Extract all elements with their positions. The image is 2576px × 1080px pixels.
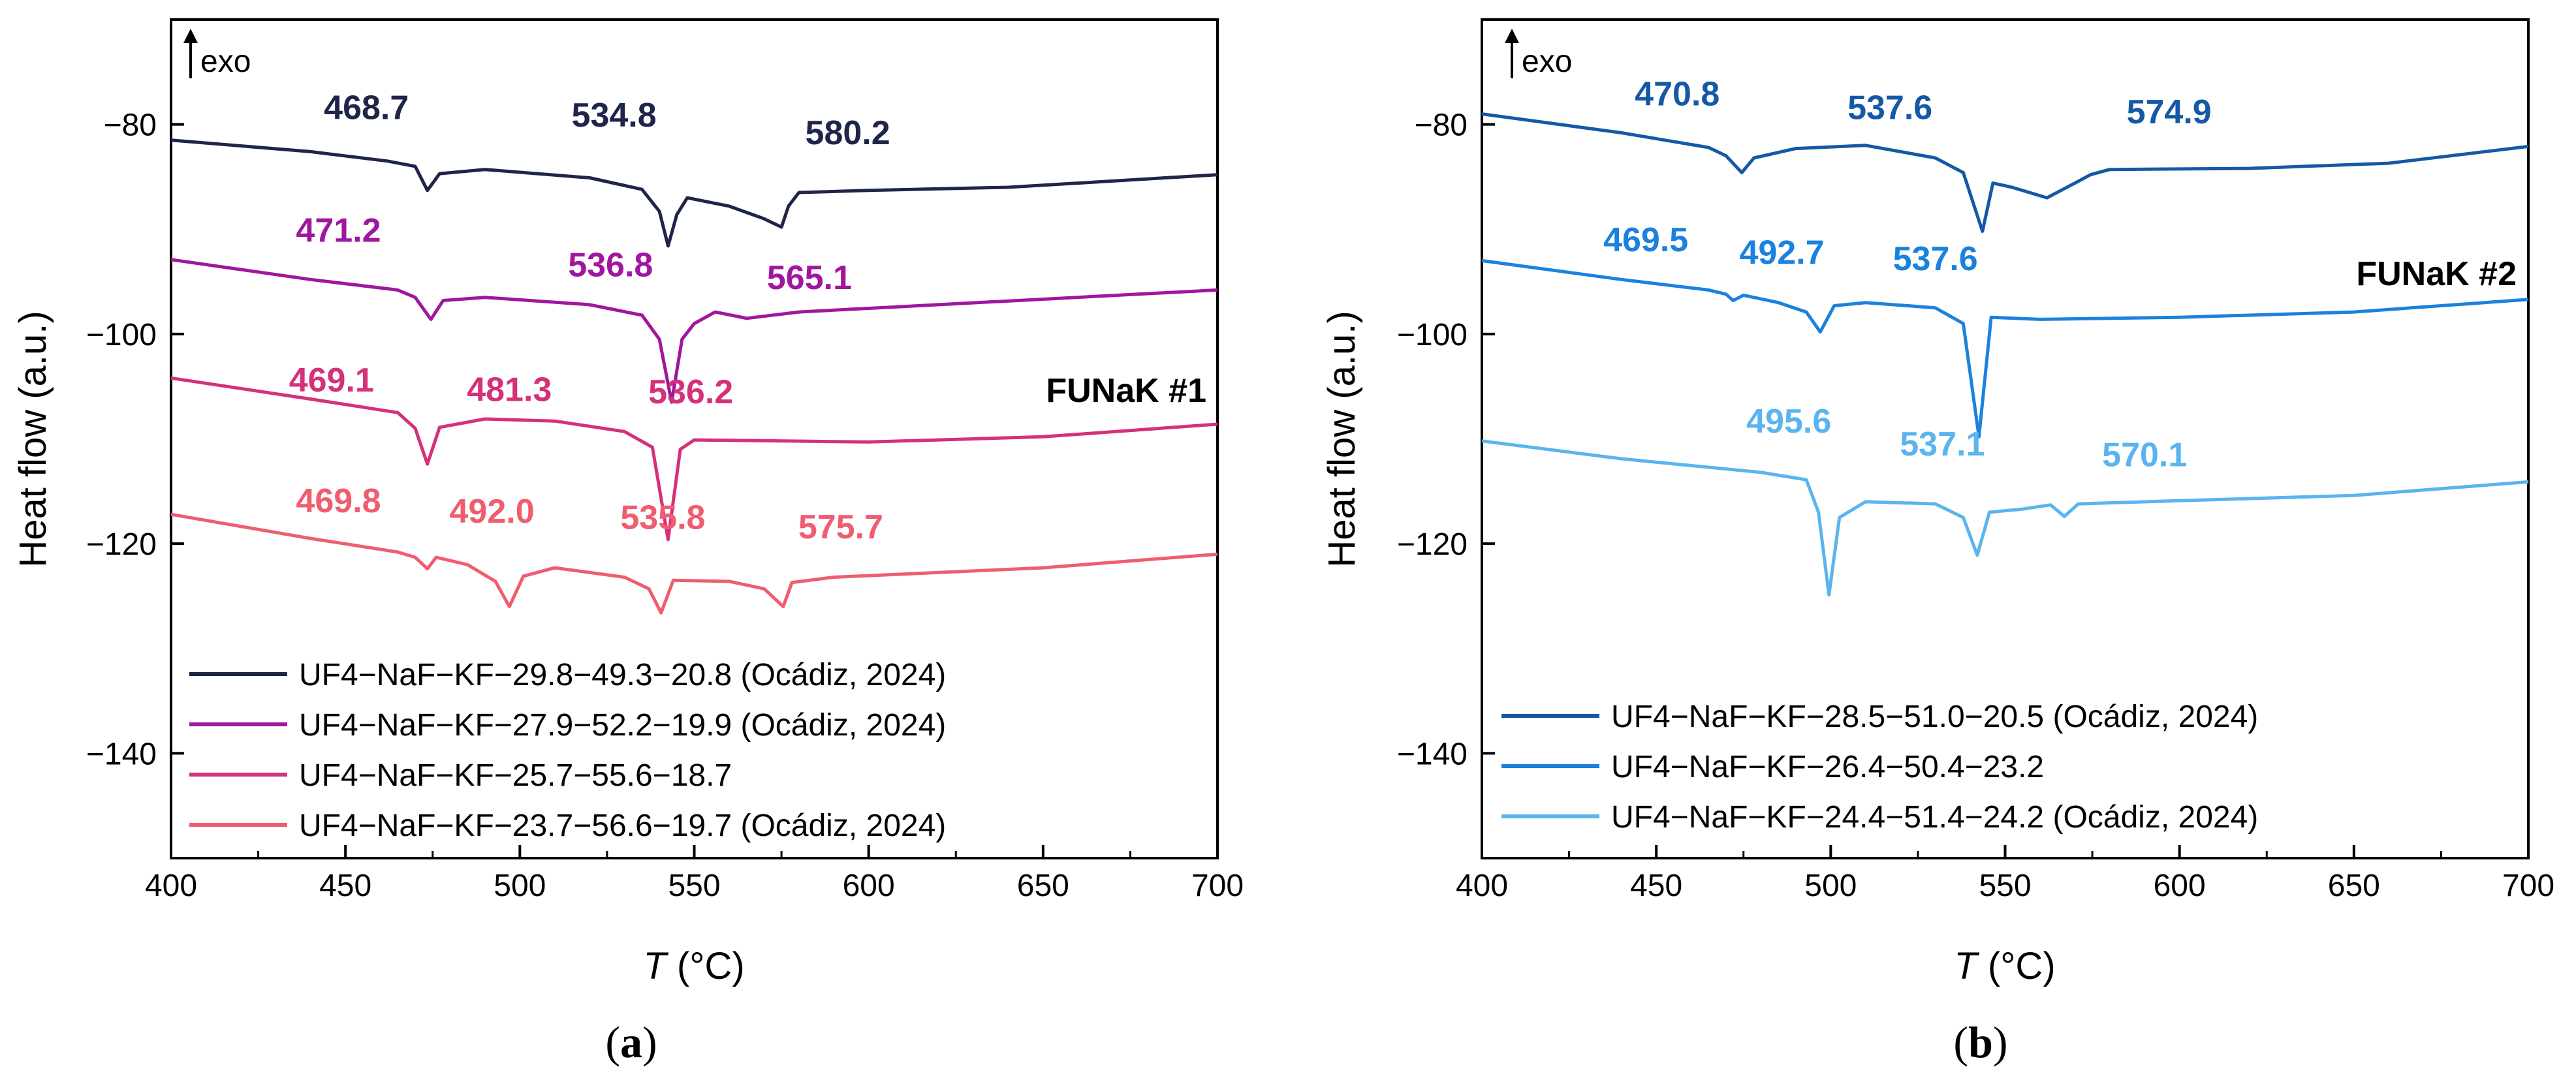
x-axis-title: T (°C) bbox=[1954, 945, 2055, 987]
peak-label: 575.7 bbox=[798, 508, 883, 546]
series-line bbox=[1481, 258, 2529, 439]
y-tick-label: −80 bbox=[104, 108, 157, 143]
peak-label: 534.8 bbox=[572, 97, 657, 134]
x-tick-label: 450 bbox=[1630, 869, 1682, 903]
x-tick-label: 600 bbox=[843, 869, 895, 903]
panel-caption: (b) bbox=[1953, 1017, 2007, 1067]
annotation-label: FUNaK #2 bbox=[2356, 255, 2517, 293]
annotation-label: FUNaK #1 bbox=[1046, 372, 1206, 410]
exo-label: exo bbox=[200, 44, 251, 79]
exo-arrowhead-icon bbox=[183, 29, 198, 43]
x-tick-label: 650 bbox=[2328, 869, 2380, 903]
peak-label: 570.1 bbox=[2102, 436, 2187, 474]
series-line bbox=[170, 512, 1218, 615]
peak-label: 537.6 bbox=[1893, 240, 1978, 278]
exo-indicator: exo bbox=[1505, 29, 1572, 79]
series-line bbox=[170, 376, 1218, 542]
panel-b: 470.8 537.6 574.9 469.5 492.7 537.6 495.6 537.1… bbox=[1321, 18, 2554, 1067]
x-tick-label: 650 bbox=[1017, 869, 1069, 903]
y-tick-label: −120 bbox=[86, 527, 157, 562]
peak-label: 536.2 bbox=[648, 373, 733, 411]
series-layer: 470.8 537.6 574.9 469.5 492.7 537.6 495.6 537.1… bbox=[1481, 76, 2529, 597]
series-line bbox=[170, 258, 1218, 404]
exo-arrowhead-icon bbox=[1505, 29, 1519, 43]
peak-label: 469.1 bbox=[289, 362, 374, 399]
legend-label: UF4−NaF−KF−28.5−51.0−20.5 (Ocádiz, 2024) bbox=[1611, 700, 2258, 734]
peak-label: 469.5 bbox=[1603, 221, 1688, 259]
legend-label: UF4−NaF−KF−24.4−51.4−24.2 (Ocádiz, 2024) bbox=[1611, 800, 2258, 835]
peak-label: 469.8 bbox=[296, 482, 381, 520]
y-tick-label: −120 bbox=[1397, 527, 1468, 562]
peak-label: 471.2 bbox=[296, 212, 381, 250]
series-layer: 468.7 534.8 580.2 471.2 536.8 565.1 469.1 481.3… bbox=[170, 89, 1218, 615]
peak-label: 470.8 bbox=[1635, 76, 1720, 114]
ticks-layer: 400 450 500 550 600 650 700 −80 −100 −120 −140 bbox=[1397, 108, 2554, 903]
x-tick-label: 550 bbox=[668, 869, 720, 903]
panel-caption: (a) bbox=[605, 1017, 657, 1067]
y-tick-label: −100 bbox=[86, 318, 157, 352]
x-axis-title: T (°C) bbox=[643, 945, 744, 987]
panel-caption-letter: b bbox=[1968, 1017, 1993, 1067]
panel-caption-letter: a bbox=[620, 1017, 642, 1067]
legend-label: UF4−NaF−KF−27.9−52.2−19.9 (Ocádiz, 2024) bbox=[299, 708, 946, 743]
legend-label: UF4−NaF−KF−26.4−50.4−23.2 bbox=[1611, 750, 2044, 784]
x-tick-label: 550 bbox=[1979, 869, 2031, 903]
peak-label: 574.9 bbox=[2127, 93, 2212, 131]
x-axis-unit: (°C) bbox=[1988, 945, 2056, 987]
legend-label: UF4−NaF−KF−25.7−55.6−18.7 bbox=[299, 758, 732, 793]
exo-label: exo bbox=[1522, 44, 1572, 79]
x-tick-label: 600 bbox=[2154, 869, 2206, 903]
x-tick-label: 500 bbox=[494, 869, 546, 903]
x-tick-label: 400 bbox=[145, 869, 197, 903]
series-line bbox=[170, 138, 1218, 248]
panel-a: 468.7 534.8 580.2 471.2 536.8 565.1 469.1 481.3… bbox=[12, 18, 1244, 1067]
peak-label: 535.8 bbox=[620, 499, 705, 537]
exo-indicator: exo bbox=[183, 29, 251, 79]
peak-label: 468.7 bbox=[324, 89, 409, 127]
peak-label: 495.6 bbox=[1746, 403, 1831, 440]
legend-label: UF4−NaF−KF−23.7−56.6−19.7 (Ocádiz, 2024) bbox=[299, 809, 946, 843]
peak-label: 481.3 bbox=[467, 371, 552, 409]
x-tick-label: 700 bbox=[1191, 869, 1244, 903]
y-tick-label: −100 bbox=[1397, 318, 1468, 352]
peak-label: 537.6 bbox=[1847, 89, 1932, 127]
peak-label: 565.1 bbox=[767, 259, 852, 297]
series-line bbox=[1481, 112, 2529, 233]
x-tick-label: 450 bbox=[319, 869, 371, 903]
y-tick-label: −140 bbox=[1397, 737, 1468, 771]
peak-label: 492.0 bbox=[450, 493, 535, 531]
x-axis-symbol: T bbox=[1954, 945, 1979, 987]
series-line bbox=[1481, 439, 2529, 597]
ticks-layer: 400 450 500 550 600 650 700 −80 −100 −120 −140 bbox=[86, 108, 1244, 903]
legend: UF4−NaF−KF−29.8−49.3−20.8 (Ocádiz, 2024)… bbox=[189, 658, 946, 843]
y-tick-label: −80 bbox=[1415, 108, 1468, 143]
x-tick-label: 400 bbox=[1456, 869, 1508, 903]
legend-label: UF4−NaF−KF−29.8−49.3−20.8 (Ocádiz, 2024) bbox=[299, 658, 946, 692]
y-tick-label: −140 bbox=[86, 737, 157, 771]
peak-label: 536.8 bbox=[568, 247, 653, 285]
x-axis-unit: (°C) bbox=[677, 945, 745, 987]
peak-label: 492.7 bbox=[1739, 234, 1824, 271]
x-tick-label: 500 bbox=[1804, 869, 1857, 903]
y-axis-title: Heat flow (a.u.) bbox=[12, 311, 54, 567]
peak-label: 580.2 bbox=[806, 114, 890, 152]
x-tick-label: 700 bbox=[2502, 869, 2554, 903]
peak-label: 537.1 bbox=[1900, 425, 1985, 463]
x-axis-symbol: T bbox=[643, 945, 668, 987]
y-axis-title: Heat flow (a.u.) bbox=[1321, 311, 1363, 567]
legend: UF4−NaF−KF−28.5−51.0−20.5 (Ocádiz, 2024)… bbox=[1501, 700, 2258, 835]
